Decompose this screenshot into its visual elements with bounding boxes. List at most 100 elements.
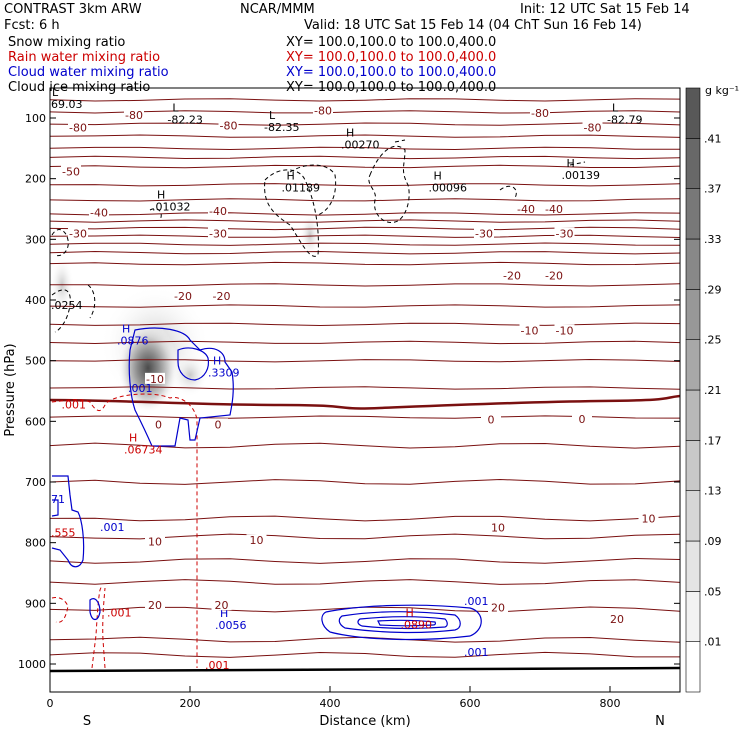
extremum-marker: H [157, 188, 165, 201]
extremum-marker: H [346, 126, 354, 139]
temperature-label: -30 [556, 227, 574, 240]
temperature-label: -10 [146, 373, 164, 386]
colorbar-level: .29 [704, 283, 722, 296]
snow-shade-core [118, 323, 178, 413]
colorbar-level: .21 [704, 384, 722, 397]
temperature-label-bg [208, 227, 228, 239]
temperature-label-bg [530, 107, 550, 119]
field-rain-xy: XY= 100.0,100.0 to 100.0,400.0 [286, 50, 496, 65]
temperature-label: 0 [488, 414, 495, 427]
temperature-label: -40 [545, 203, 563, 216]
temperature-label-bg [502, 269, 522, 281]
extremum-marker: H [434, 170, 442, 183]
colorbar-swatch [685, 289, 701, 340]
contour-label: .555 [51, 526, 76, 539]
colorbar-swatch [685, 339, 701, 391]
isotherm-line [50, 234, 680, 238]
field-cloud-water-xy: XY= 100.0,100.0 to 100.0,400.0 [286, 65, 496, 80]
temperature-label: -80 [531, 107, 549, 120]
y-tick-label: 100 [25, 112, 46, 125]
colorbar-level: .05 [704, 585, 722, 598]
temperature-label: -80 [584, 122, 602, 135]
temperature-label-bg [488, 601, 508, 613]
temperature-label: -20 [503, 270, 521, 283]
temperature-label-bg [544, 203, 564, 214]
temperature-label: -20 [174, 290, 192, 303]
temperature-label-bg [145, 535, 165, 547]
extremum-marker: H [129, 432, 137, 445]
temperature-label: 0 [579, 413, 586, 426]
extremum-marker: H [220, 607, 228, 620]
y-tick-label: 400 [25, 294, 46, 307]
temperature-label-bg [218, 119, 239, 131]
extremum-value: .0876 [117, 334, 149, 347]
temperature-label-bg [208, 204, 228, 216]
contour-label: .001 [128, 382, 153, 395]
isotherm-line [50, 606, 680, 613]
temperature-label: -30 [209, 227, 227, 240]
field-snow-xy: XY= 100.0,100.0 to 100.0,400.0 [286, 35, 496, 50]
isotherm-line [50, 322, 680, 327]
temperature-label-bg [211, 599, 232, 611]
rain-water-contours [51, 393, 198, 669]
extremum-value: .0890 [401, 618, 433, 631]
y-tick-label: 900 [25, 597, 46, 610]
temperature-label: 10 [148, 535, 162, 548]
temperature-label: -50 [62, 165, 80, 178]
temperature-label: -80 [69, 122, 87, 135]
y-tick-label: 300 [25, 233, 46, 246]
extremum-value: .00139 [562, 169, 601, 182]
temperature-label-bg [481, 413, 501, 425]
extremum-marker: H [406, 606, 414, 619]
colorbar-swatch [685, 591, 701, 642]
temperature-label-bg [124, 108, 144, 120]
temperature-label-bg [638, 512, 659, 524]
temperature-label-bg [89, 206, 109, 218]
title-center: NCAR/MMM [240, 2, 315, 17]
temperature-label: 20 [148, 599, 162, 612]
temperature-label: -40 [209, 205, 227, 218]
temperature-label: 10 [250, 534, 264, 547]
extremum-value: -82.79 [607, 114, 642, 127]
colorbar-level: .13 [704, 485, 722, 498]
isotherm-line [50, 164, 680, 169]
field-rain: Rain water mixing ratio [8, 50, 160, 65]
isotherm-line [50, 226, 680, 231]
isotherm-line [50, 304, 680, 308]
isotherm-line [50, 261, 680, 266]
isotherm-line [50, 242, 680, 246]
extremum-marker: L [612, 102, 619, 115]
colorbar-swatch [685, 138, 701, 189]
contour-labels: .0254 .001 .001 .001 71 .555 .001 .001 .001 .001 [51, 299, 489, 672]
extremum-marker: H [287, 170, 295, 183]
isotherm-line [50, 533, 680, 540]
extremum-marker: H [122, 322, 130, 335]
temperature-label-bg [519, 324, 540, 336]
extremum-marker: H [567, 157, 575, 170]
x-axis-south-label: S [83, 714, 91, 729]
temperature-label-bg [554, 324, 575, 336]
temperature-label: -40 [517, 203, 535, 216]
isotherm-line [50, 340, 680, 345]
temperature-label-bg [211, 289, 232, 301]
contour-label: 71 [51, 493, 65, 506]
x-tick-label: 600 [460, 697, 481, 710]
extremum-value: -69.03 [47, 98, 82, 111]
colorbar: .01 .05 .09 .13 .17 .21 .25 .29 .33 .37 .41 [685, 87, 722, 693]
temperature-label: 0 [215, 418, 222, 431]
y-tick-label: 800 [25, 537, 46, 550]
y-tick-label: 700 [25, 476, 46, 489]
x-tick-label: 0 [47, 697, 54, 710]
colorbar-swatch [685, 389, 701, 441]
colorbar-level: .41 [704, 132, 722, 145]
temperature-label: -30 [69, 227, 87, 240]
extremum-marker: H [213, 355, 221, 368]
temperature-label-bg [516, 203, 536, 214]
extremum-value: .00270 [341, 138, 380, 151]
temperature-label-bg [572, 412, 592, 424]
temperature-label-bg [313, 104, 333, 116]
isotherm-line [50, 110, 680, 114]
snow-shade-east [172, 353, 208, 397]
cloud-water-contours [51, 327, 482, 641]
isotherm-line [50, 219, 680, 223]
